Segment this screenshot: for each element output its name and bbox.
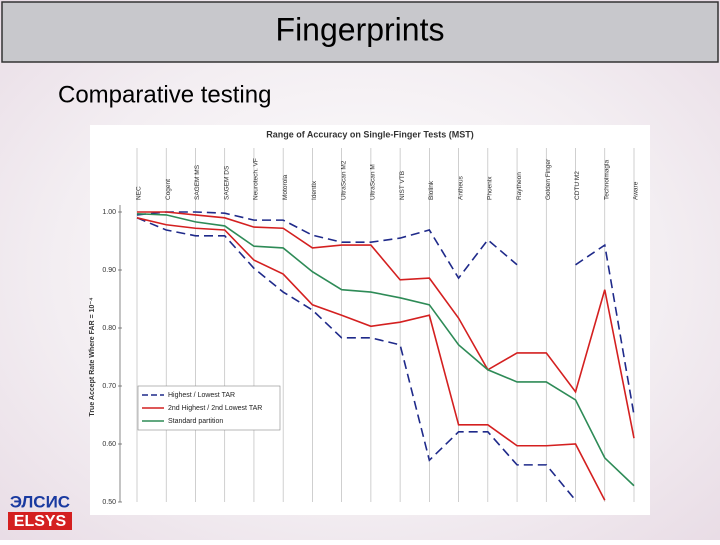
- title-bar: [1, 1, 719, 63]
- series-line: [136, 211, 635, 416]
- x-tick-label: NIST VTB: [399, 171, 406, 200]
- x-tick-label: Cogent: [165, 179, 172, 200]
- legend-box: [137, 385, 281, 431]
- x-tick-label: UltraScan M2: [340, 160, 347, 200]
- series-line: [136, 217, 606, 501]
- logo-band: [8, 512, 72, 530]
- x-tick-label: Raytheon: [516, 172, 523, 200]
- x-tick-label: Technoimagia: [603, 160, 610, 200]
- y-tick-label: 0.60: [102, 441, 116, 448]
- y-tick-label: 0.80: [102, 325, 116, 332]
- x-tick-label: SAGEM DS: [223, 165, 230, 200]
- slide-title: Fingerprints: [276, 11, 445, 47]
- x-tick-label: SAGEM MS: [194, 164, 201, 200]
- logo-top: ЭЛСИС: [10, 492, 70, 511]
- x-tick-label: Neurotech. VF: [253, 158, 260, 200]
- x-tick-label: Identix: [311, 180, 318, 200]
- series-line: [136, 217, 577, 501]
- legend-label: 2nd Highest / 2nd Lowest TAR: [168, 405, 262, 412]
- x-tick-label: CDTU M2: [574, 171, 581, 200]
- x-tick-label: UltraScan M: [370, 164, 377, 200]
- series-line: [137, 211, 635, 439]
- x-tick-label: Biolink: [428, 180, 435, 200]
- slide-subtitle: Comparative testing: [58, 81, 271, 108]
- x-tick-label: Antheus: [457, 175, 464, 200]
- y-tick-label: 1.00: [102, 209, 116, 216]
- x-tick-label: Golden Finger: [545, 158, 552, 200]
- x-tick-label: Phoenix: [487, 176, 494, 200]
- y-tick-label: 0.70: [102, 383, 116, 390]
- chart-title: Range of Accuracy on Single-Finger Tests…: [266, 129, 474, 139]
- legend-label: Standard partition: [168, 418, 223, 425]
- x-tick-label: Motorola: [282, 174, 289, 200]
- x-tick-label: NEC: [136, 186, 143, 200]
- series-line: [136, 212, 635, 487]
- legend-label: Highest / Lowest TAR: [168, 392, 235, 399]
- logo-bottom: ELSYS: [14, 513, 67, 530]
- y-tick-label: 0.50: [102, 499, 116, 506]
- y-tick-label: 0.90: [102, 267, 116, 274]
- logo: ЭЛСИС ELSYS: [8, 492, 72, 530]
- chart-panel: [90, 125, 650, 515]
- y-axis-label: True Accept Rate Where FAR = 10⁻⁴: [89, 297, 96, 417]
- x-tick-label: Aware: [633, 181, 640, 200]
